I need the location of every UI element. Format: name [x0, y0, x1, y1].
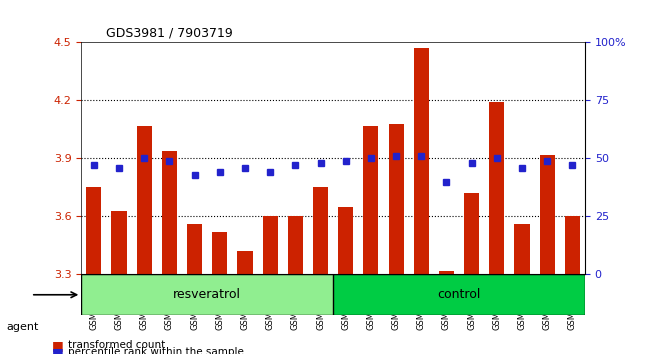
Bar: [136, 126, 151, 274]
FancyBboxPatch shape: [81, 274, 333, 315]
Bar: [263, 216, 278, 274]
Text: percentile rank within the sample: percentile rank within the sample: [68, 347, 244, 354]
Bar: [162, 151, 177, 274]
Bar: [565, 216, 580, 274]
Text: transformed count: transformed count: [68, 340, 166, 350]
Bar: [212, 232, 227, 274]
Text: ■: ■: [52, 346, 64, 354]
Text: resveratrol: resveratrol: [173, 288, 241, 301]
Bar: [413, 48, 429, 274]
Bar: [86, 188, 101, 274]
Text: control: control: [437, 288, 481, 301]
Bar: [313, 188, 328, 274]
Text: agent: agent: [6, 322, 39, 332]
Bar: [514, 224, 530, 274]
Bar: [187, 224, 202, 274]
Bar: [338, 207, 354, 274]
Bar: [464, 193, 479, 274]
Bar: [439, 270, 454, 274]
Bar: [389, 124, 404, 274]
Bar: [237, 251, 252, 274]
Bar: [288, 216, 303, 274]
Text: GDS3981 / 7903719: GDS3981 / 7903719: [107, 27, 233, 40]
Bar: [489, 102, 504, 274]
Bar: [112, 211, 127, 274]
Bar: [540, 155, 554, 274]
FancyBboxPatch shape: [333, 274, 585, 315]
Bar: [363, 126, 378, 274]
Text: ■: ■: [52, 339, 64, 352]
